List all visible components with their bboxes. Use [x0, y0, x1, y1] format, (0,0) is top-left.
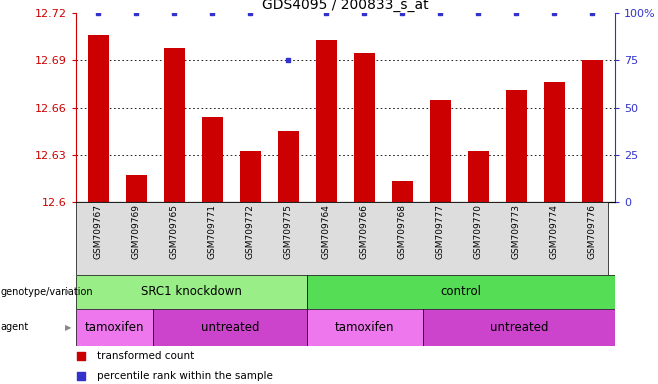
Point: [390, 110, 400, 116]
Point: [359, 10, 370, 17]
Text: GSM709764: GSM709764: [322, 204, 331, 259]
Text: control: control: [441, 285, 482, 298]
Bar: [76, 309, 153, 346]
Text: GSM709767: GSM709767: [94, 204, 103, 259]
Point: [473, 10, 484, 17]
Text: GSM709770: GSM709770: [474, 204, 483, 259]
Point: [397, 10, 408, 17]
Bar: [153, 309, 307, 346]
Text: untreated: untreated: [490, 321, 548, 334]
Bar: [88, 35, 109, 202]
Text: GSM709768: GSM709768: [398, 204, 407, 259]
Text: GSM709773: GSM709773: [512, 204, 521, 259]
Text: GSM709774: GSM709774: [550, 204, 559, 259]
Text: tamoxifen: tamoxifen: [84, 321, 144, 334]
Bar: [126, 175, 147, 202]
Bar: [468, 151, 489, 202]
Point: [169, 10, 180, 17]
Point: [321, 10, 332, 17]
Text: GSM709772: GSM709772: [246, 204, 255, 259]
Point: [549, 10, 560, 17]
Point: [93, 10, 104, 17]
Bar: [506, 90, 527, 202]
Text: untreated: untreated: [201, 321, 259, 334]
Text: percentile rank within the sample: percentile rank within the sample: [97, 371, 273, 381]
Text: GSM709777: GSM709777: [436, 204, 445, 259]
Bar: [422, 309, 615, 346]
Bar: [392, 181, 413, 202]
Point: [207, 10, 218, 17]
Point: [435, 10, 445, 17]
Text: ▶: ▶: [64, 287, 71, 296]
Bar: [544, 83, 565, 202]
Text: tamoxifen: tamoxifen: [335, 321, 394, 334]
Point: [587, 10, 597, 17]
Bar: [240, 151, 261, 202]
Text: agent: agent: [1, 322, 29, 333]
Text: transformed count: transformed count: [97, 351, 195, 361]
Point: [511, 10, 522, 17]
Point: [283, 57, 293, 63]
Text: GSM709776: GSM709776: [588, 204, 597, 259]
Text: GSM709766: GSM709766: [360, 204, 369, 259]
Bar: [582, 60, 603, 202]
Text: GSM709765: GSM709765: [170, 204, 179, 259]
Text: SRC1 knockdown: SRC1 knockdown: [141, 285, 241, 298]
Bar: [307, 275, 615, 309]
Title: GDS4095 / 200833_s_at: GDS4095 / 200833_s_at: [262, 0, 429, 12]
Text: genotype/variation: genotype/variation: [1, 287, 93, 297]
Point: [131, 10, 141, 17]
Text: GSM709769: GSM709769: [132, 204, 141, 259]
Text: GSM709775: GSM709775: [284, 204, 293, 259]
Text: GSM709771: GSM709771: [208, 204, 217, 259]
Point: [390, 292, 400, 298]
Bar: [202, 117, 223, 202]
Bar: [316, 40, 337, 202]
Bar: [430, 100, 451, 202]
Bar: [164, 48, 185, 202]
Point: [245, 10, 256, 17]
Bar: [354, 53, 375, 202]
Bar: [307, 309, 422, 346]
Bar: [76, 275, 307, 309]
Text: ▶: ▶: [64, 323, 71, 332]
Bar: [278, 131, 299, 202]
